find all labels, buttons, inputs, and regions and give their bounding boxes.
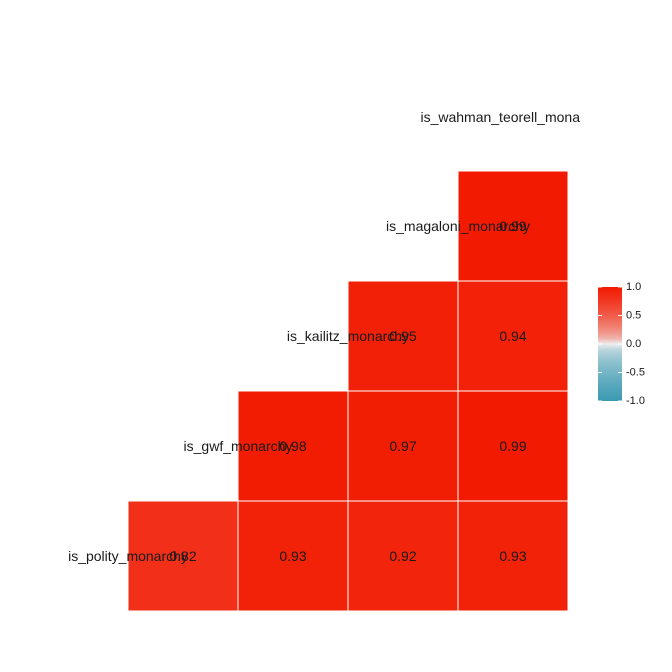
legend-tick-label: -0.5	[626, 367, 645, 379]
variable-label: is_wahman_teorell_mona	[420, 109, 580, 125]
cell-value-label: 0.92	[389, 548, 416, 564]
variable-label: is_gwf_monarchy	[184, 438, 293, 454]
cell-value-label: 0.95	[389, 328, 416, 344]
variable-label: is_kailitz_monarchy	[287, 328, 409, 344]
heatmap-cell	[457, 390, 569, 502]
heatmap-cells: 0.82 0.93 0.92 0.93 0.98 0.97 0.99 0.95 0.94 0.99	[127, 170, 569, 612]
diagonal-labels: is_polity_monarchy is_gwf_monarchy is_kail…	[68, 109, 580, 564]
cell-value-label: 0.93	[499, 548, 526, 564]
variable-label: is_polity_monarchy	[68, 548, 188, 564]
heatmap-cell	[237, 390, 349, 502]
cell-value-label: 0.97	[389, 438, 416, 454]
cell-value-label: 0.93	[279, 548, 306, 564]
legend-tick-label: 1.0	[626, 281, 641, 293]
color-legend: 1.0 0.5 0.0 -0.5 -1.0	[598, 281, 645, 407]
legend-tick-label: -1.0	[626, 395, 645, 407]
heatmap-cell	[127, 500, 239, 612]
heatmap-cell	[347, 280, 459, 392]
cell-value-label: 0.99	[499, 218, 526, 234]
cell-value-label: 0.99	[499, 438, 526, 454]
cell-value-label: 0.82	[169, 548, 196, 564]
heatmap-cell	[457, 170, 569, 282]
variable-label: is_magaloni_monarchy	[386, 218, 530, 234]
cell-value-label: 0.94	[499, 328, 526, 344]
heatmap-cell	[457, 280, 569, 392]
heatmap-cell	[237, 500, 349, 612]
legend-tick-label: 0.0	[626, 338, 641, 350]
cell-value-label: 0.98	[279, 438, 306, 454]
heatmap-cell	[457, 500, 569, 612]
legend-tick-label: 0.5	[626, 310, 641, 322]
